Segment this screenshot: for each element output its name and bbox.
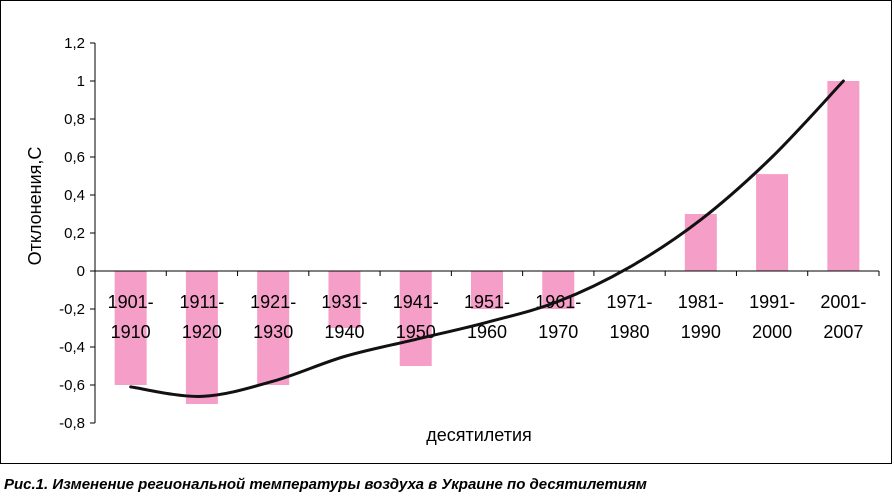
y-tick-label: 0,4 bbox=[64, 187, 85, 204]
y-tick-label: 0 bbox=[77, 263, 85, 280]
x-tick-label: 1931-1940 bbox=[321, 292, 367, 342]
bar bbox=[684, 214, 717, 271]
y-tick-label: 1,2 bbox=[64, 35, 85, 52]
y-tick-label: -0,6 bbox=[59, 377, 85, 394]
y-tick-label: 0,6 bbox=[64, 149, 85, 166]
bar bbox=[756, 174, 789, 271]
y-tick-label: -0,4 bbox=[59, 339, 85, 356]
x-tick-label: 1961-1970 bbox=[535, 292, 581, 342]
bar bbox=[114, 271, 147, 385]
x-tick-label: 1981-1990 bbox=[678, 292, 724, 342]
trend-layer bbox=[129, 79, 845, 398]
bar bbox=[328, 271, 361, 328]
bar bbox=[471, 271, 503, 309]
x-tick-label: 1911-1920 bbox=[180, 292, 225, 342]
bars-layer bbox=[114, 81, 860, 404]
y-tick-label: -0,2 bbox=[59, 301, 85, 318]
y-axis-title: Отклонения,С bbox=[25, 147, 45, 266]
bar bbox=[185, 271, 218, 404]
x-axis bbox=[94, 270, 880, 276]
y-tick-label: 1 bbox=[77, 73, 85, 90]
x-tick-label: 1901-1910 bbox=[108, 292, 154, 342]
category-labels: 1901-19101911-19201921-19301931-19401941… bbox=[108, 292, 867, 342]
trend-line bbox=[129, 79, 845, 398]
chart-frame: -0,8 -0,6 -0,4 -0,2 0 0,2 0,4 0,6 0,8 1 1,2 1901-1… bbox=[0, 0, 892, 464]
x-tick-label: 1951-1960 bbox=[464, 292, 510, 342]
y-tick-label: 0,8 bbox=[64, 111, 85, 128]
x-tick-label: 2001-2007 bbox=[820, 292, 866, 342]
y-axis: -0,8 -0,6 -0,4 -0,2 0 0,2 0,4 0,6 0,8 1 1,2 bbox=[59, 35, 96, 432]
x-tick-label: 1971-1980 bbox=[607, 292, 653, 342]
bar bbox=[827, 81, 860, 271]
bar bbox=[399, 271, 432, 366]
x-axis-title: десятилетия bbox=[426, 425, 532, 445]
y-tick-label: -0,8 bbox=[59, 415, 85, 432]
figure-caption: Рис.1. Изменение региональной температур… bbox=[4, 476, 647, 493]
bar bbox=[257, 271, 290, 385]
y-tick-label: 0,2 bbox=[64, 225, 85, 242]
x-tick-label: 1991-2000 bbox=[749, 292, 795, 342]
chart-plot: -0,8 -0,6 -0,4 -0,2 0 0,2 0,4 0,6 0,8 1 1,2 1901-1… bbox=[25, 35, 880, 445]
x-tick-label: 1921-1930 bbox=[250, 292, 296, 342]
